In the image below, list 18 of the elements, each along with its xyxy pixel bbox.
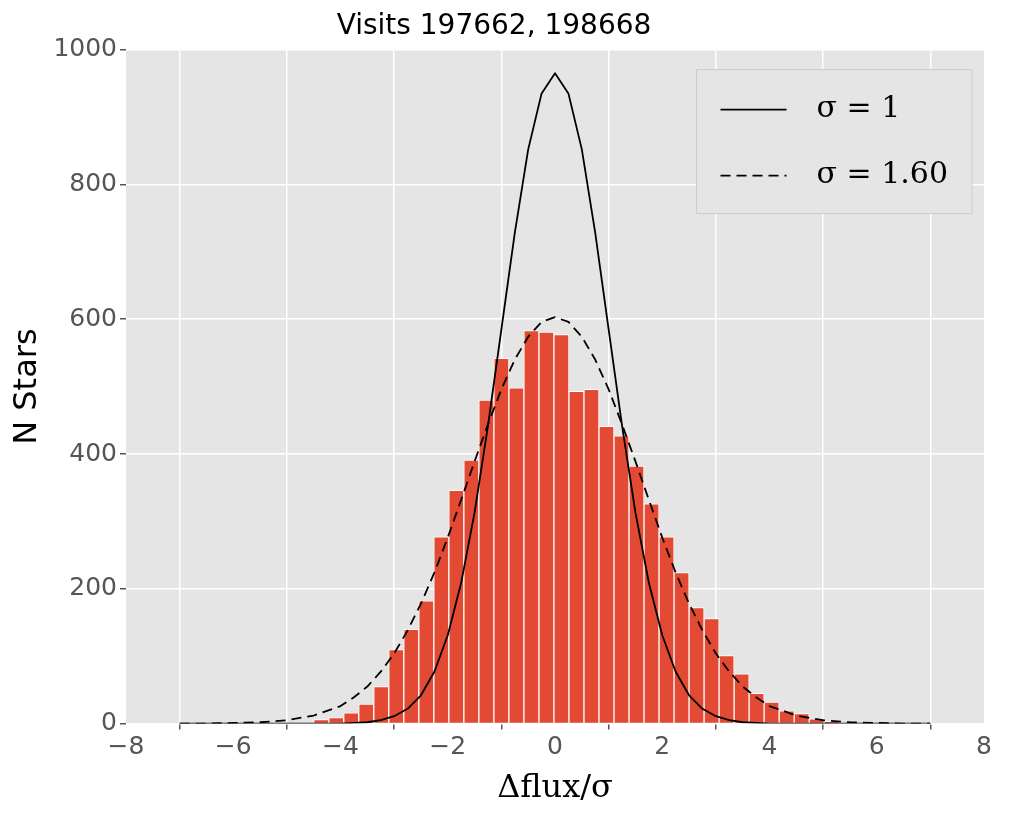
x-tick-label: 2 bbox=[654, 731, 671, 761]
y-tick-label: 200 bbox=[69, 572, 118, 602]
x-tick-label: −4 bbox=[322, 731, 359, 761]
y-tick-label: 800 bbox=[69, 167, 118, 197]
x-tick-label: −6 bbox=[214, 731, 252, 761]
x-tick-label: 0 bbox=[547, 731, 563, 761]
x-tick-label: −2 bbox=[429, 731, 467, 761]
legend-label: σ = 1.60 bbox=[816, 155, 948, 191]
x-axis-title: Δflux/σ bbox=[497, 767, 613, 806]
y-axis-title: N Stars bbox=[5, 328, 44, 445]
legend-label: σ = 1 bbox=[816, 89, 901, 125]
y-tick-label: 1000 bbox=[53, 33, 118, 63]
x-tick-label: 8 bbox=[976, 731, 992, 761]
y-tick-label: 400 bbox=[69, 437, 118, 467]
x-tick-label: 4 bbox=[761, 731, 778, 761]
y-tick-label: 600 bbox=[69, 302, 118, 332]
x-tick-label: 6 bbox=[868, 731, 885, 761]
chart-title: Visits 197662, 198668 bbox=[336, 8, 652, 42]
